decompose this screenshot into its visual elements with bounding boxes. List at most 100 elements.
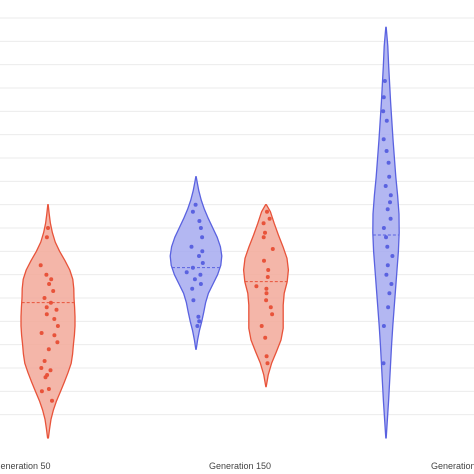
- violin-generation-150-series-2: [169, 176, 223, 350]
- x-tick-label: Generation 150: [209, 461, 271, 471]
- data-point: [381, 324, 386, 328]
- data-point: [192, 277, 197, 282]
- data-point: [387, 174, 392, 179]
- data-point: [190, 286, 195, 291]
- data-point: [39, 366, 44, 370]
- data-point: [270, 312, 275, 317]
- data-point: [46, 347, 51, 352]
- data-point: [389, 282, 394, 286]
- violin-body: [169, 176, 223, 350]
- x-tick-label: Generation 50: [0, 461, 51, 471]
- data-point: [195, 324, 200, 328]
- data-point: [259, 324, 264, 328]
- data-point: [42, 296, 47, 300]
- data-point: [39, 389, 44, 394]
- data-point: [196, 314, 201, 319]
- data-point: [261, 235, 266, 240]
- data-point: [387, 291, 392, 296]
- data-point: [264, 291, 269, 296]
- data-point: [382, 79, 387, 83]
- data-point: [42, 359, 47, 363]
- data-point: [55, 324, 60, 328]
- data-point: [49, 277, 54, 282]
- data-point: [266, 268, 271, 272]
- data-point: [381, 95, 386, 100]
- data-point: [48, 368, 53, 373]
- data-point: [44, 272, 49, 277]
- data-point: [45, 373, 50, 377]
- data-point: [384, 118, 389, 123]
- data-point: [388, 216, 393, 221]
- data-point: [381, 226, 386, 230]
- data-point: [388, 193, 393, 198]
- violin-body: [20, 204, 76, 439]
- data-point: [198, 272, 203, 277]
- data-point: [381, 109, 386, 114]
- violin-body: [242, 204, 290, 388]
- data-point: [54, 307, 59, 312]
- data-point: [38, 263, 43, 268]
- data-point: [265, 209, 269, 214]
- data-point: [261, 221, 266, 226]
- data-point: [184, 270, 189, 275]
- data-point: [385, 207, 390, 212]
- data-point: [197, 254, 201, 258]
- data-point: [48, 300, 53, 305]
- data-point: [390, 254, 395, 258]
- violin-generation-50-series-1: [20, 204, 76, 439]
- data-point: [385, 263, 390, 268]
- data-point: [263, 230, 267, 235]
- data-point: [50, 398, 54, 403]
- data-point: [55, 340, 60, 345]
- data-point: [265, 275, 270, 279]
- violin-generation-150-series-1: [242, 204, 290, 388]
- data-point: [254, 284, 259, 289]
- data-point: [270, 247, 275, 251]
- data-point: [267, 216, 272, 221]
- data-point: [46, 387, 51, 391]
- data-point: [386, 160, 391, 165]
- gridlines: [0, 17, 474, 416]
- data-point: [263, 335, 268, 340]
- data-point: [44, 235, 49, 240]
- x-axis: Generation 50 Generation 150 Generation 25…: [0, 461, 474, 471]
- data-point: [190, 265, 195, 270]
- data-point: [189, 244, 194, 249]
- data-point: [47, 282, 52, 286]
- data-point: [198, 226, 203, 230]
- data-point: [264, 354, 269, 359]
- data-point: [51, 289, 56, 293]
- data-point: [264, 298, 269, 303]
- data-point: [39, 331, 44, 335]
- data-point: [197, 319, 202, 324]
- data-point: [197, 219, 202, 223]
- data-point: [386, 305, 391, 310]
- data-point: [384, 149, 389, 153]
- data-point: [200, 249, 205, 254]
- data-point: [44, 312, 49, 317]
- data-point: [198, 282, 203, 286]
- data-point: [200, 235, 205, 240]
- data-point: [388, 200, 392, 205]
- data-point: [191, 298, 196, 303]
- data-point: [381, 361, 386, 366]
- violin-body: [372, 26, 400, 439]
- data-point: [44, 305, 49, 310]
- data-point: [200, 261, 205, 265]
- data-point: [268, 305, 273, 310]
- data-point: [264, 286, 269, 291]
- data-point: [52, 317, 57, 321]
- data-point: [385, 244, 390, 249]
- x-tick-label: Generation 250: [431, 461, 474, 471]
- violin-plot-area: [20, 26, 400, 439]
- data-point: [52, 333, 57, 338]
- data-point: [46, 226, 50, 230]
- violin-generation-250-series-2: [372, 26, 400, 439]
- data-point: [265, 361, 270, 366]
- data-point: [262, 258, 266, 263]
- data-point: [384, 272, 389, 277]
- data-point: [383, 184, 388, 188]
- data-point: [190, 209, 195, 214]
- data-point: [381, 137, 386, 142]
